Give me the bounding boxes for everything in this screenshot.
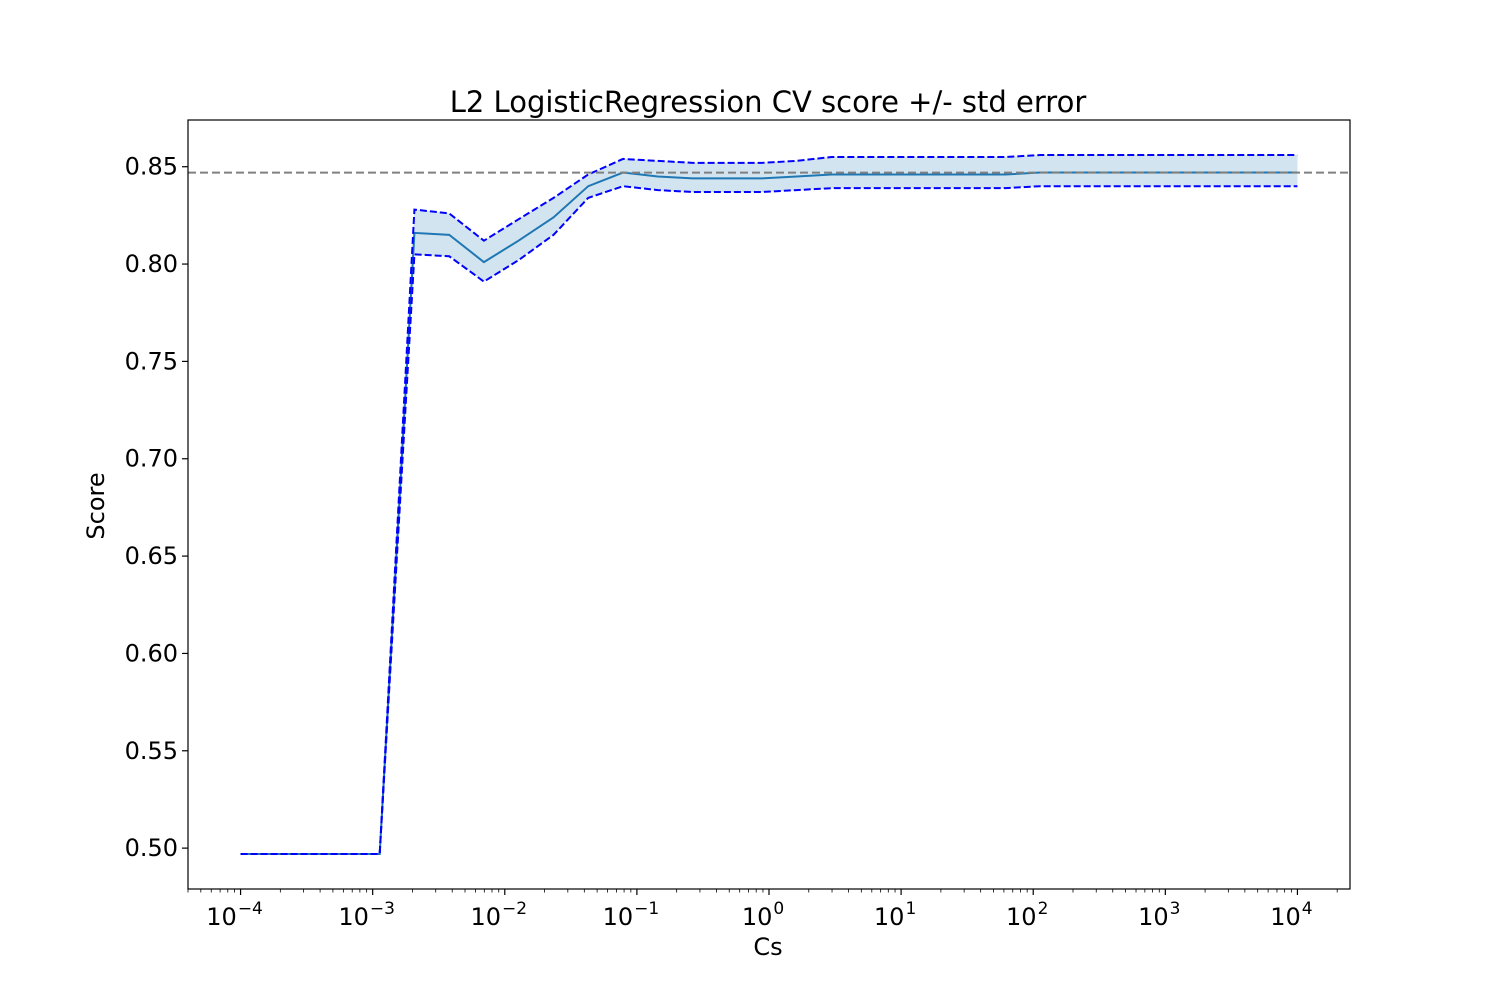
- upper-std-line: [240, 154, 1298, 855]
- mean-score-line: [240, 171, 1298, 855]
- y-tick-label: 0.55: [125, 737, 178, 765]
- plot-area: [188, 154, 1350, 855]
- y-axis-label: Score: [82, 472, 110, 539]
- y-tick-label: 0.85: [125, 153, 178, 181]
- y-tick-label: 0.75: [125, 347, 178, 375]
- y-tick-label: 0.70: [125, 445, 178, 473]
- y-tick-label: 0.65: [125, 542, 178, 570]
- y-tick-label: 0.50: [125, 834, 178, 862]
- y-tick-label: 0.60: [125, 639, 178, 667]
- y-tick-label: 0.80: [125, 250, 178, 278]
- x-axis-label: Cs: [753, 933, 782, 961]
- lower-std-line: [240, 185, 1298, 855]
- x-tick-label: 103: [1138, 899, 1180, 931]
- chart-title: L2 LogisticRegression CV score +/- std e…: [450, 85, 1087, 119]
